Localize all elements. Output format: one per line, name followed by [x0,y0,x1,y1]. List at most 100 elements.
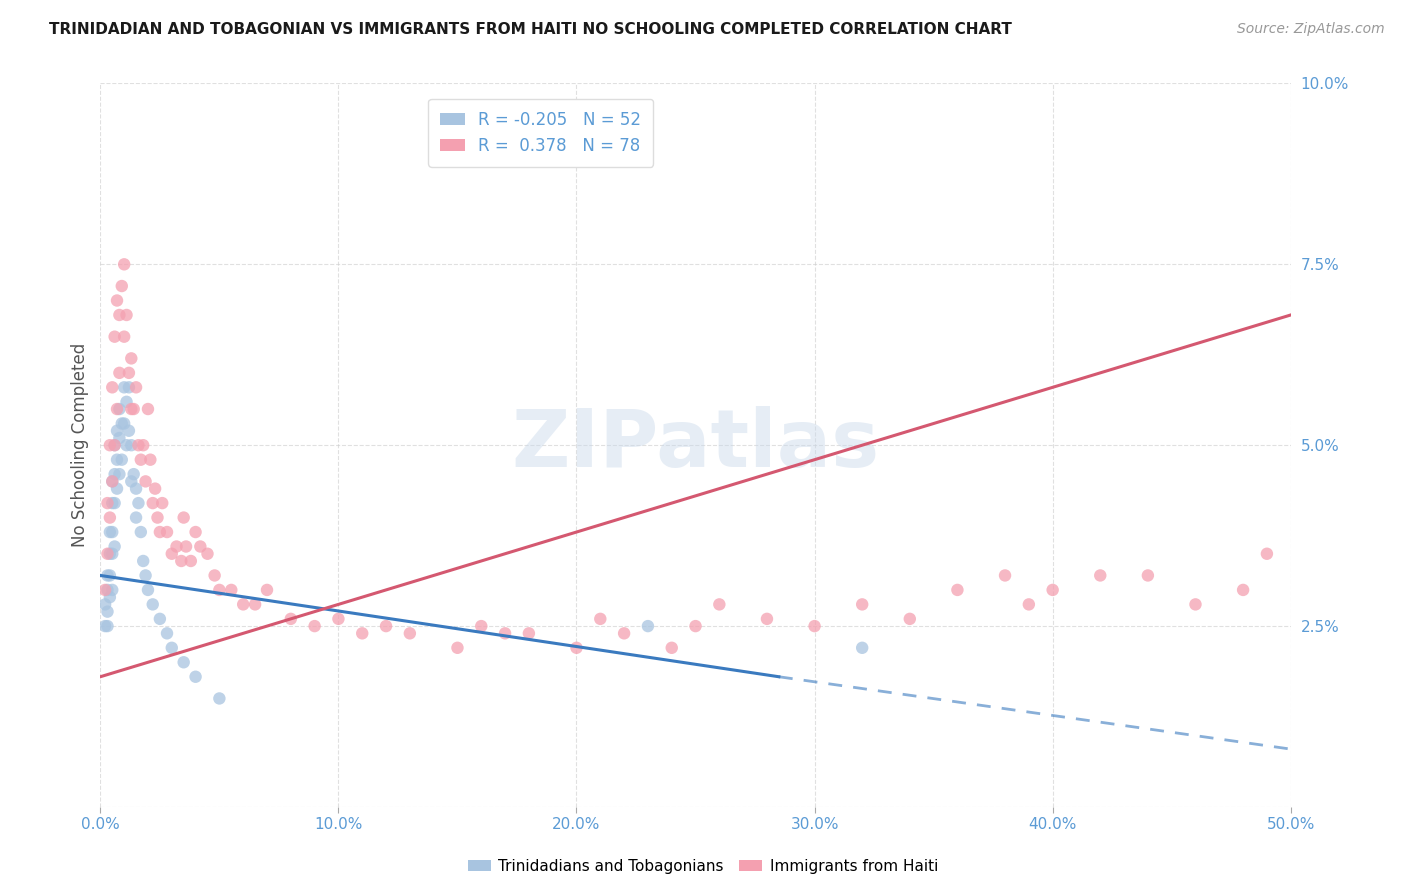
Point [1256,547,1278,561]
Point [1136,568,1159,582]
Point [146,510,169,524]
Point [105,452,128,467]
Point [149,524,172,539]
Point [105,293,128,308]
Point [104,438,127,452]
Point [112,257,135,271]
Point [94,619,117,633]
Point [170,554,193,568]
Point [174,540,197,554]
Point [188,540,211,554]
Point [375,619,398,633]
Point [685,619,707,633]
Point [127,438,149,452]
Point [589,612,612,626]
Text: TRINIDADIAN AND TOBAGONIAN VS IMMIGRANTS FROM HAITI NO SCHOOLING COMPLETED CORRE: TRINIDADIAN AND TOBAGONIAN VS IMMIGRANTS… [49,22,1012,37]
Point [104,329,127,343]
Point [98,568,121,582]
Point [129,524,152,539]
Point [122,402,145,417]
Point [517,626,540,640]
Point [851,640,873,655]
Point [98,438,121,452]
Point [1018,598,1040,612]
Point [398,626,420,640]
Point [101,380,124,394]
Point [1184,598,1206,612]
Point [565,640,588,655]
Point [115,308,138,322]
Point [197,547,219,561]
Point [111,452,134,467]
Point [946,582,969,597]
Point [132,438,155,452]
Point [118,366,141,380]
Point [115,394,138,409]
Point [446,640,468,655]
Point [132,554,155,568]
Point [118,380,141,394]
Point [221,582,243,597]
Point [108,366,131,380]
Point [135,475,157,489]
Point [156,524,179,539]
Point [104,540,127,554]
Point [101,475,124,489]
Text: ZIPatlas: ZIPatlas [512,406,880,484]
Point [136,582,159,597]
Point [104,467,127,482]
Legend: R = -0.205   N = 52, R =  0.378   N = 78: R = -0.205 N = 52, R = 0.378 N = 78 [429,99,654,167]
Point [118,424,141,438]
Point [143,482,166,496]
Point [105,424,128,438]
Point [96,582,118,597]
Point [101,582,124,597]
Point [98,547,121,561]
Point [184,670,207,684]
Point [94,598,117,612]
Point [173,655,195,669]
Point [101,524,124,539]
Point [111,279,134,293]
Point [1232,582,1254,597]
Point [637,619,659,633]
Point [184,524,207,539]
Point [352,626,374,640]
Point [108,431,131,445]
Point [96,605,118,619]
Point [142,598,165,612]
Point [120,475,142,489]
Point [98,510,121,524]
Point [125,380,148,394]
Point [709,598,731,612]
Point [120,402,142,417]
Point [96,568,118,582]
Point [101,496,124,510]
Point [105,482,128,496]
Point [122,467,145,482]
Point [755,612,778,626]
Point [96,496,118,510]
Point [120,438,142,452]
Point [166,540,188,554]
Point [96,619,118,633]
Point [232,598,254,612]
Point [105,402,128,417]
Point [101,475,124,489]
Point [129,452,152,467]
Point [280,612,302,626]
Point [108,402,131,417]
Point [208,691,231,706]
Point [115,438,138,452]
Point [150,496,173,510]
Point [994,568,1017,582]
Point [149,612,172,626]
Point [111,417,134,431]
Point [173,510,195,524]
Point [1042,582,1064,597]
Point [112,329,135,343]
Point [613,626,636,640]
Point [208,582,231,597]
Point [108,467,131,482]
Point [120,351,142,366]
